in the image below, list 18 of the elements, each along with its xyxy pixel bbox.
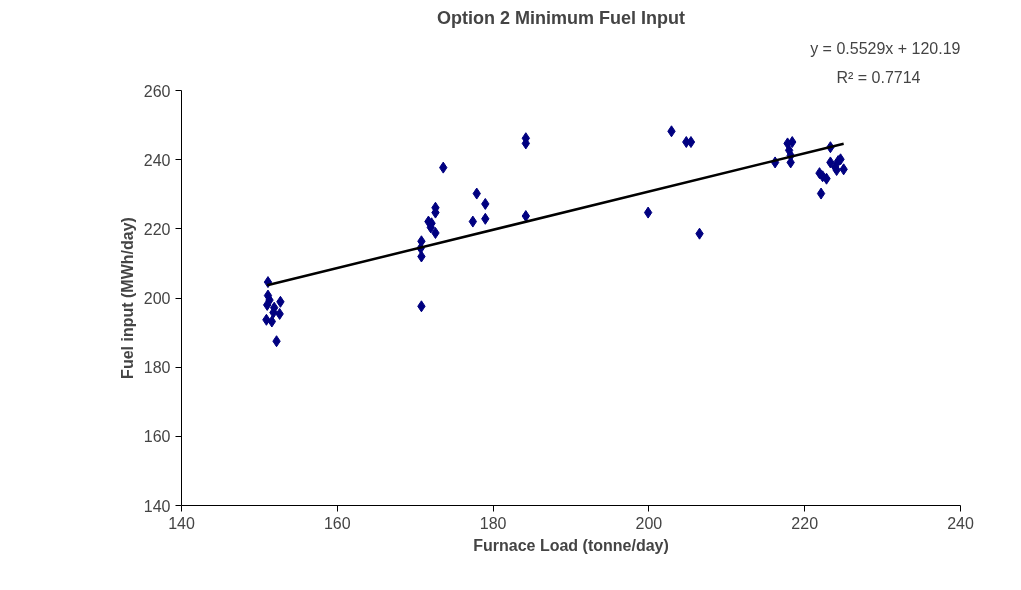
x-tick-label: 180 [479, 514, 507, 532]
x-tick-label: 160 [323, 514, 351, 532]
y-tick-label: 240 [143, 151, 171, 169]
x-tick-label: 140 [168, 514, 195, 532]
x-tick-label: 220 [791, 514, 819, 532]
text: R² = 0.7714 [836, 68, 921, 86]
y-axis-title: Fuel input (MWh/day) [118, 217, 136, 379]
x-tick-label: 200 [635, 514, 663, 532]
chart-title: Option 2 Minimum Fuel Input [437, 7, 685, 28]
x-axis-title: Furnace Load (tonne/day) [473, 536, 669, 554]
y-tick-label: 220 [143, 220, 171, 238]
y-tick-label: 260 [143, 82, 171, 100]
y-tick-label: 140 [143, 497, 171, 515]
x-tick-label: 240 [947, 514, 974, 532]
y-tick-label: 180 [143, 359, 171, 377]
text: y = 0.5529x + 120.19 [810, 39, 961, 57]
y-tick-label: 200 [143, 290, 171, 307]
y-tick-label: 160 [143, 428, 171, 446]
